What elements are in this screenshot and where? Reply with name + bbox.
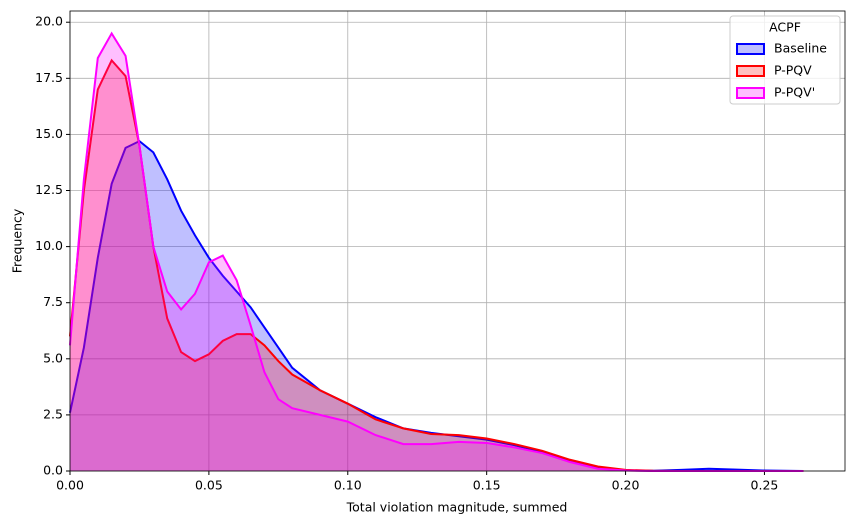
y-axis-label: Frequency [10,208,25,273]
x-tick-label: 0.00 [56,478,84,493]
area-fill [70,141,804,471]
legend-frame [729,15,841,105]
area-fill [70,33,804,471]
legend-swatch [736,43,765,55]
x-tick-label: 0.05 [195,478,223,493]
x-tick-label: 0.25 [751,478,779,493]
legend-label: P-PQV' [774,85,815,100]
y-tick-label: 12.5 [35,182,63,197]
legend-swatch [736,65,765,77]
y-tick-label: 0.0 [43,463,63,478]
x-axis-label: Total violation magnitude, summed [346,500,568,515]
legend-label: Baseline [774,41,827,56]
x-tick-label: 0.15 [473,478,501,493]
legend-title: ACPF [769,20,801,35]
y-tick-label: 15.0 [35,126,63,141]
y-tick-label: 7.5 [43,294,63,309]
legend-label: P-PQV [774,63,812,78]
y-tick-label: 20.0 [35,14,63,29]
y-tick-label: 17.5 [35,70,63,85]
x-tick-label: 0.10 [334,478,362,493]
x-tick-label: 0.20 [612,478,640,493]
y-tick-label: 10.0 [35,238,63,253]
area-fill [70,60,804,472]
plot-frame [69,10,846,472]
legend-swatch [736,87,765,99]
y-tick-label: 2.5 [43,406,63,421]
y-tick-label: 5.0 [43,350,63,365]
